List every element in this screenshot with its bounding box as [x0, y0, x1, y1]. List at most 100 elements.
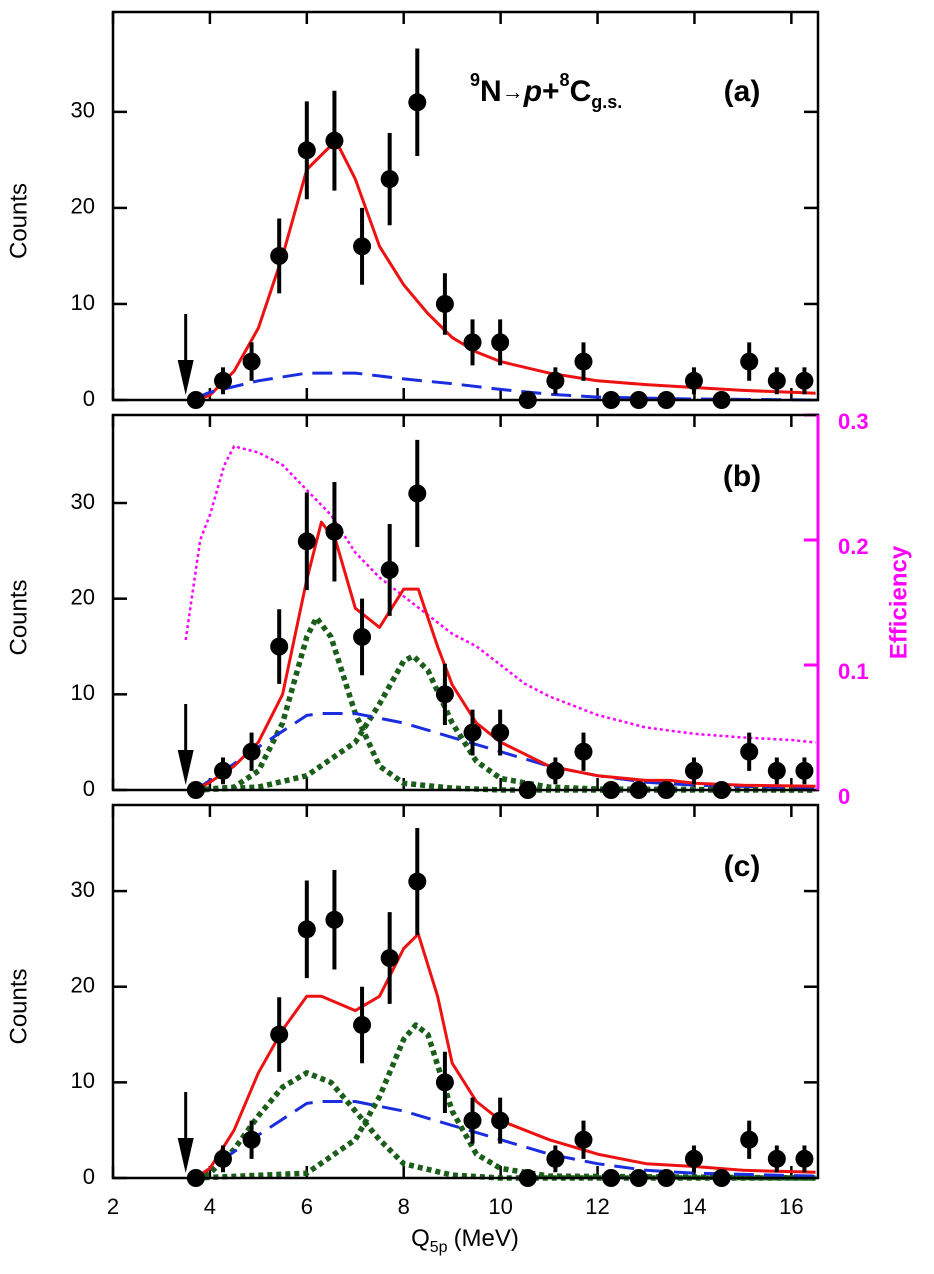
data-point [380, 560, 399, 579]
curve [194, 139, 816, 402]
data-point [574, 352, 593, 371]
curve [194, 712, 816, 792]
data-point [297, 532, 316, 551]
y2-tick-label: 0.2 [838, 534, 869, 559]
y-tick-label: 10 [71, 1068, 95, 1093]
curve [194, 1100, 816, 1180]
panel: 0 10 20 30 Counts (a) 9N→p+8Cg.s. [5, 10, 820, 411]
data-point [325, 131, 344, 150]
y-tick-label: 20 [71, 194, 95, 219]
panel-label: (c) [724, 850, 761, 883]
y-tick-label: 20 [71, 973, 95, 998]
y-tick-label: 30 [71, 489, 95, 514]
data-point [380, 949, 399, 968]
data-point [491, 333, 510, 352]
x-axis-label-part: (MeV) [454, 1225, 519, 1252]
data-point [435, 294, 454, 313]
data-point [297, 920, 316, 939]
data-point [767, 761, 786, 780]
y-tick-label: 0 [83, 776, 95, 801]
curve [194, 1070, 816, 1181]
threshold-arrowhead [177, 360, 194, 395]
data-point [546, 1149, 565, 1168]
reaction-part: p [523, 75, 542, 108]
panel-label: (b) [723, 460, 761, 493]
data-point [795, 1149, 814, 1168]
data-point [684, 371, 703, 390]
data-point [767, 1149, 786, 1168]
x-tick-label: 14 [682, 1194, 706, 1219]
x-tick-label: 2 [107, 1194, 119, 1219]
data-point [242, 742, 261, 761]
y-tick-label: 0 [83, 386, 95, 411]
data-point [213, 371, 232, 390]
y-tick-label: 10 [71, 680, 95, 705]
data-point [213, 1149, 232, 1168]
data-point [408, 872, 427, 891]
reaction-part: g.s. [591, 92, 622, 112]
y-tick-label: 30 [71, 98, 95, 123]
y2-tick-label: 0.3 [838, 409, 869, 434]
y-tick-label: 30 [71, 877, 95, 902]
plot-frame [111, 803, 820, 1180]
data-point [380, 170, 399, 189]
x-tick-label: 4 [204, 1194, 216, 1219]
data-point [463, 1111, 482, 1130]
y2-axis-label: Efficiency [885, 545, 912, 659]
plot-frame [111, 10, 820, 402]
y-tick-label: 0 [83, 1164, 95, 1189]
y-axis-label: Counts [5, 183, 32, 259]
data-point [574, 1130, 593, 1149]
data-point [684, 1149, 703, 1168]
data-point [795, 761, 814, 780]
data-point [408, 93, 427, 112]
panel-label: (a) [724, 75, 761, 108]
y-axis-label: Counts [5, 968, 32, 1044]
data-point [270, 246, 289, 265]
data-point [408, 484, 427, 503]
data-point [353, 1015, 372, 1034]
x-tick-label: 10 [488, 1194, 512, 1219]
data-point [463, 333, 482, 352]
y2-tick-label: 0.1 [838, 659, 869, 684]
reaction-part: → [502, 79, 524, 104]
data-point [767, 371, 786, 390]
y-axis-label: Counts [5, 579, 32, 655]
data-point [740, 1130, 759, 1149]
panel: 0 10 20 30 0 0.1 0.2 0.3 Efficiency Counts (b) [5, 409, 912, 809]
data-point [546, 371, 565, 390]
x-axis-label-part: 5p [430, 1239, 448, 1256]
data-point [740, 742, 759, 761]
data-point [325, 522, 344, 541]
data-point [795, 371, 814, 390]
y-tick-label: 10 [71, 290, 95, 315]
reaction-part: N [480, 75, 502, 108]
reaction-part: 9 [470, 70, 480, 90]
threshold-arrowhead [177, 1138, 194, 1173]
data-point [463, 723, 482, 742]
data-point [213, 761, 232, 780]
data-point [242, 352, 261, 371]
data-point [491, 1111, 510, 1130]
curve [184, 445, 816, 744]
x-tick-label: 12 [585, 1194, 609, 1219]
data-point [574, 742, 593, 761]
panel: 2 4 6 8 10 12 14 16 0 10 20 30 Counts (c) Q5p (MeV) [5, 803, 820, 1256]
data-point [740, 352, 759, 371]
curve [195, 615, 816, 793]
data-point [297, 141, 316, 160]
data-point [325, 910, 344, 929]
x-tick-label: 6 [301, 1194, 313, 1219]
y-tick-label: 20 [71, 584, 95, 609]
reaction-part: 8 [560, 70, 570, 90]
curve [195, 1022, 816, 1181]
reaction-part: + [542, 75, 560, 108]
data-point [242, 1130, 261, 1149]
x-axis-label-part: Q [411, 1225, 430, 1252]
data-point [491, 723, 510, 742]
reaction-part: C [570, 75, 592, 108]
data-point [435, 685, 454, 704]
x-axis-label: Q5p (MeV) [411, 1225, 519, 1256]
data-point [270, 1025, 289, 1044]
